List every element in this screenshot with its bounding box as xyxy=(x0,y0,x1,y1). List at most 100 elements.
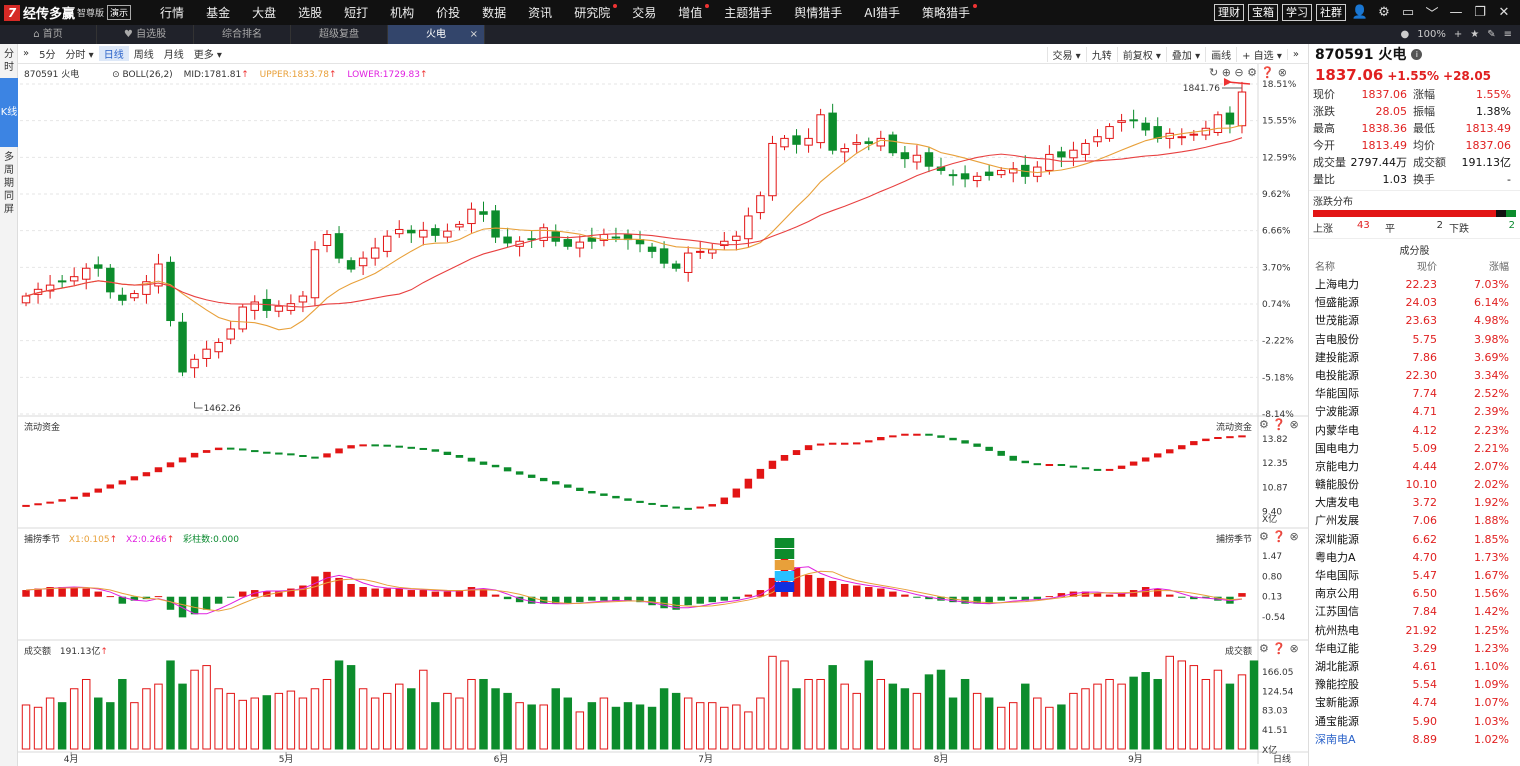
constituent-row[interactable]: 宝新能源 4.74 1.07% xyxy=(1309,694,1520,712)
tool-button[interactable]: 九转 xyxy=(1085,46,1117,62)
top-button[interactable]: 社群 xyxy=(1316,4,1346,21)
top-button[interactable]: 宝箱 xyxy=(1248,4,1278,21)
constituent-row[interactable]: 宁波能源 4.71 2.39% xyxy=(1309,403,1520,421)
top-button[interactable]: 学习 xyxy=(1282,4,1312,21)
col-price[interactable]: 现价 xyxy=(1417,262,1437,273)
constituent-change: 1.25% xyxy=(1474,623,1509,637)
nav-item[interactable]: 舆情猎手 xyxy=(783,4,853,21)
nav-item[interactable]: 短打 xyxy=(333,4,379,21)
boll-indicator[interactable]: ⊙ BOLL(26,2) xyxy=(112,70,173,80)
constituent-row[interactable]: 恒盛能源 24.03 6.14% xyxy=(1309,294,1520,312)
pen-icon[interactable]: ✎ xyxy=(1487,29,1496,40)
nav-item[interactable]: 数据 xyxy=(471,4,517,21)
tab[interactable]: 综合排名 xyxy=(194,25,291,44)
menu-icon[interactable]: ≡ xyxy=(1503,29,1512,40)
constituent-row[interactable]: 京能电力 4.44 2.07% xyxy=(1309,458,1520,476)
tab[interactable]: ♥ 自选股 xyxy=(97,25,194,44)
capture-right-title: 捕捞季节 xyxy=(1216,535,1253,545)
nav-item[interactable]: 价投 xyxy=(425,4,471,21)
period-button[interactable]: 分时 ▾ xyxy=(65,50,94,61)
constituent-row[interactable]: 广州发展 7.06 1.88% xyxy=(1309,512,1520,530)
flow-panel-controls[interactable]: ⚙ ❓ ⊗ xyxy=(1259,418,1299,431)
constituent-row[interactable]: 上海电力 22.23 7.03% xyxy=(1309,276,1520,294)
constituent-row[interactable]: 世茂能源 23.63 4.98% xyxy=(1309,312,1520,330)
app-logo[interactable]: 7 经传多赢 智尊版 演示 xyxy=(0,0,135,25)
constituent-row[interactable]: 杭州热电 21.92 1.25% xyxy=(1309,622,1520,640)
constituent-row[interactable]: 通宝能源 5.90 1.03% xyxy=(1309,713,1520,731)
period-button[interactable]: 周线 xyxy=(133,50,154,61)
nav-item[interactable]: 行情 xyxy=(149,4,195,21)
constituent-row[interactable]: 豫能控股 5.54 1.09% xyxy=(1309,676,1520,694)
constituent-row[interactable]: 粤电力A 4.70 1.73% xyxy=(1309,549,1520,567)
tab[interactable]: 火电 × xyxy=(388,25,485,44)
info-icon[interactable]: i xyxy=(1411,48,1423,60)
kline-chart[interactable]: 18.51% 15.55% 12.59% 9.62% 6.66% 3.70% 0.74% -2… xyxy=(18,64,1308,764)
nav-item[interactable]: 资讯 xyxy=(517,4,563,21)
period-button[interactable]: 月线 xyxy=(163,50,184,61)
tool-button[interactable]: 交易 ▾ xyxy=(1046,46,1086,62)
view-switch[interactable]: 多周期同屏 xyxy=(4,152,14,215)
constituent-price: 3.72 xyxy=(1412,496,1438,510)
constituent-row[interactable]: 华能国际 7.74 2.52% xyxy=(1309,385,1520,403)
period-button[interactable]: 更多 ▾ xyxy=(193,50,222,61)
constituent-row[interactable]: 江苏国信 7.84 1.42% xyxy=(1309,603,1520,621)
nav-item[interactable]: AI猎手 xyxy=(853,4,911,21)
user-icon[interactable]: 👤 xyxy=(1351,5,1369,20)
tool-button[interactable]: 画线 xyxy=(1205,46,1236,62)
constituent-row[interactable]: 内蒙华电 4.12 2.23% xyxy=(1309,422,1520,440)
col-name[interactable]: 名称 xyxy=(1315,262,1335,273)
zoom-in-icon[interactable]: + xyxy=(1453,29,1463,40)
constituent-row[interactable]: 吉电股份 5.75 3.98% xyxy=(1309,331,1520,349)
volume-panel-controls[interactable]: ⚙ ❓ ⊗ xyxy=(1259,642,1299,655)
constituent-row[interactable]: 华电辽能 3.29 1.23% xyxy=(1309,640,1520,658)
constituent-row[interactable]: 湖北能源 4.61 1.10% xyxy=(1309,658,1520,676)
tab[interactable]: ⌂ 首页 xyxy=(0,25,97,44)
quote-key: 今开 xyxy=(1313,139,1335,152)
constituent-row[interactable]: 华电国际 5.47 1.67% xyxy=(1309,567,1520,585)
view-switch[interactable]: K线 xyxy=(0,78,18,147)
tool-button[interactable]: + 自选 ▾ xyxy=(1236,46,1287,62)
nav-item[interactable]: 大盘 xyxy=(241,4,287,21)
nav-item[interactable]: 选股 xyxy=(287,4,333,21)
capture-bar xyxy=(588,596,596,601)
nav-item[interactable]: 机构 xyxy=(379,4,425,21)
nav-item[interactable]: 策略猎手 xyxy=(911,4,981,21)
period-button[interactable]: 5分 xyxy=(39,50,56,61)
top-button[interactable]: 理财 xyxy=(1214,4,1244,21)
constituent-row[interactable]: 电投能源 22.30 3.34% xyxy=(1309,367,1520,385)
nav-item[interactable]: 基金 xyxy=(195,4,241,21)
constituent-row[interactable]: 建投能源 7.86 3.69% xyxy=(1309,349,1520,367)
tab-close-icon[interactable]: × xyxy=(469,29,478,40)
view-switch[interactable]: 分时 xyxy=(4,49,14,73)
nav-item[interactable]: 增值 xyxy=(667,4,713,21)
flow-bar xyxy=(467,457,476,462)
tool-button[interactable]: 叠加 ▾ xyxy=(1165,46,1205,62)
minimize-icon[interactable]: — xyxy=(1449,5,1463,20)
tool-button[interactable]: » xyxy=(1286,48,1304,60)
constituent-row[interactable]: 深南电A 8.89 1.02% xyxy=(1309,731,1520,749)
star-icon[interactable]: ★ xyxy=(1470,29,1480,40)
constituent-row[interactable]: 深圳能源 6.62 1.85% xyxy=(1309,531,1520,549)
nav-item[interactable]: 交易 xyxy=(621,4,667,21)
tab[interactable]: 超级复盘 xyxy=(291,25,388,44)
constituent-row[interactable]: 赣能股份 10.10 2.02% xyxy=(1309,476,1520,494)
window-icon[interactable]: ▭ xyxy=(1401,5,1415,20)
restore-icon[interactable]: ❐ xyxy=(1474,5,1486,20)
constituent-row[interactable]: 国电电力 5.09 2.21% xyxy=(1309,440,1520,458)
gear-icon[interactable]: ⚙ xyxy=(1378,5,1390,20)
constituent-name: 宝新能源 xyxy=(1315,696,1359,710)
candle xyxy=(900,152,910,160)
nav-item[interactable]: 主题猎手 xyxy=(713,4,783,21)
capture-panel-controls[interactable]: ⚙ ❓ ⊗ xyxy=(1259,530,1299,543)
volume-bar xyxy=(214,688,223,750)
period-button[interactable]: » xyxy=(23,48,30,59)
constituent-row[interactable]: 南京公用 6.50 1.56% xyxy=(1309,585,1520,603)
close-icon[interactable]: ✕ xyxy=(1498,5,1510,20)
chevron-down-icon[interactable]: ﹀ xyxy=(1425,7,1439,22)
period-button[interactable]: 日线 xyxy=(98,46,129,61)
main-panel-controls[interactable]: ↻ ⊕ ⊖ ⚙ ❓ ⊗ xyxy=(1209,66,1287,79)
constituent-row[interactable]: 大唐发电 3.72 1.92% xyxy=(1309,494,1520,512)
tool-button[interactable]: 前复权 ▾ xyxy=(1116,46,1166,62)
nav-item[interactable]: 研究院 xyxy=(563,4,621,21)
col-change[interactable]: 涨幅 xyxy=(1489,262,1509,273)
